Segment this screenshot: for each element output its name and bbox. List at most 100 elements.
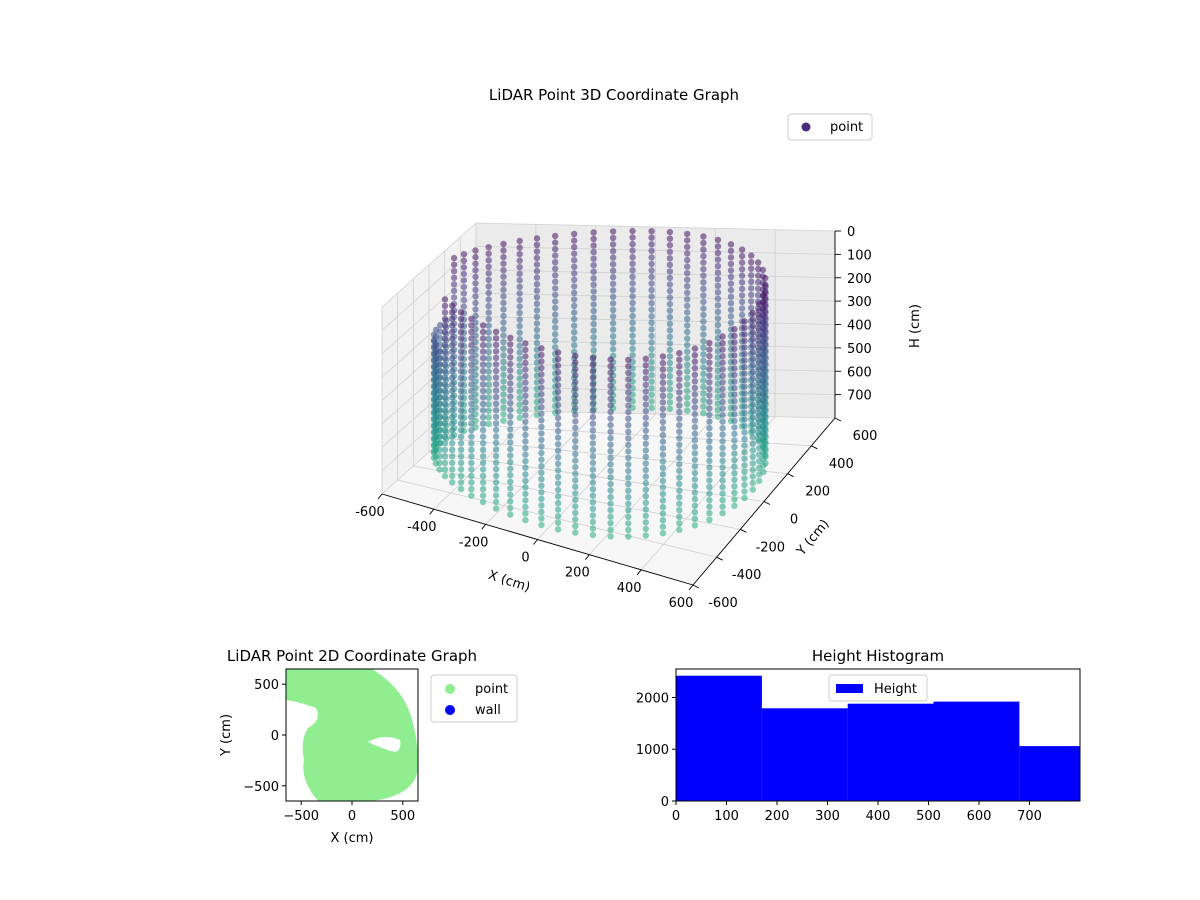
point-3d xyxy=(457,335,465,342)
point-3d xyxy=(676,349,683,357)
point-3d xyxy=(738,311,746,319)
point-3d xyxy=(516,296,523,304)
point-3d xyxy=(731,496,738,503)
point-3d xyxy=(507,426,514,433)
point-3d xyxy=(468,427,475,434)
axis-y-tick-label: -400 xyxy=(732,568,762,583)
point-3d xyxy=(590,314,597,321)
point-3d xyxy=(485,263,492,270)
point-3d xyxy=(500,417,507,424)
point-3d xyxy=(554,427,562,435)
point-3d xyxy=(731,483,738,490)
point-3d xyxy=(749,381,756,388)
point-3d xyxy=(659,464,667,471)
point-3d xyxy=(441,309,449,316)
point-3d xyxy=(666,386,674,393)
grid-z-left xyxy=(381,269,477,355)
point-3d xyxy=(516,381,523,389)
point-3d xyxy=(731,358,738,366)
point-3d xyxy=(719,346,726,353)
point-3d xyxy=(629,267,636,274)
point-3d xyxy=(706,339,713,347)
point-3d xyxy=(756,431,763,439)
point-3d xyxy=(759,266,767,274)
point-3d xyxy=(460,303,468,310)
point-3d xyxy=(485,355,492,362)
point-3d xyxy=(676,480,683,488)
point-3d xyxy=(706,431,713,438)
point-3d xyxy=(625,480,632,488)
point-3d xyxy=(700,311,707,319)
point-3d xyxy=(589,361,597,368)
point-3d xyxy=(731,430,738,438)
point-3d xyxy=(522,516,529,524)
point-3d xyxy=(589,414,597,421)
point-3d xyxy=(441,368,449,375)
point-3d xyxy=(441,315,449,323)
point-3d xyxy=(516,250,523,258)
point-3d xyxy=(659,517,667,524)
point-3d xyxy=(691,410,699,418)
point-3d xyxy=(522,418,529,426)
point-3d xyxy=(449,374,456,381)
point-3d xyxy=(449,407,456,414)
point-3d xyxy=(741,429,748,436)
point-3d xyxy=(572,365,579,373)
point-3d xyxy=(719,398,726,406)
point-3d xyxy=(727,273,735,281)
point-3d xyxy=(756,346,763,354)
point-3d xyxy=(666,261,674,269)
point-3d xyxy=(522,484,529,491)
point-3d xyxy=(706,346,713,353)
point-3d xyxy=(731,365,738,372)
point-3d xyxy=(731,443,738,451)
point-3d xyxy=(741,409,748,417)
point-3d xyxy=(691,489,699,496)
point-3d xyxy=(756,386,763,393)
point-3d xyxy=(479,459,487,467)
point-3d xyxy=(507,504,514,512)
point-3d xyxy=(554,414,562,422)
point-3d xyxy=(457,322,465,329)
point-3d xyxy=(572,411,579,418)
point-3d xyxy=(450,274,458,281)
point-3d xyxy=(500,358,507,365)
point-3d xyxy=(522,412,529,419)
point-3d xyxy=(607,526,614,533)
axis-z-tick-label: 0 xyxy=(847,225,855,240)
point-3d xyxy=(727,260,735,268)
point-3d xyxy=(450,268,458,275)
point-3d xyxy=(479,472,487,480)
point-3d xyxy=(659,510,667,517)
point-3d xyxy=(738,285,746,292)
chart-2d-ticks: −500 0 500 −500 0 500 xyxy=(243,678,415,824)
point-3d xyxy=(589,446,597,454)
point-3d xyxy=(642,362,649,369)
point-3d xyxy=(507,354,514,361)
point-3d xyxy=(741,475,748,482)
point-3d xyxy=(500,332,507,339)
point-3d xyxy=(676,461,683,468)
point-3d xyxy=(538,377,545,385)
point-3d xyxy=(441,400,449,408)
point-3d xyxy=(741,318,748,325)
point-3d xyxy=(676,500,683,507)
point-3d xyxy=(457,328,465,336)
point-3d xyxy=(691,502,699,509)
point-3d xyxy=(684,302,691,310)
point-3d xyxy=(676,369,683,376)
point-3d xyxy=(714,236,722,244)
point-3d xyxy=(648,313,655,320)
point-3d xyxy=(731,398,738,405)
point-3d xyxy=(479,498,487,506)
point-3d xyxy=(700,318,707,325)
point-3d xyxy=(741,455,748,462)
point-3d xyxy=(500,391,507,398)
point-3d xyxy=(500,253,507,261)
point-3d xyxy=(441,302,449,310)
point-3d xyxy=(642,486,649,493)
point-3d xyxy=(648,378,655,385)
point-3d xyxy=(607,441,614,448)
point-3d xyxy=(492,341,500,349)
point-3d xyxy=(629,273,636,280)
